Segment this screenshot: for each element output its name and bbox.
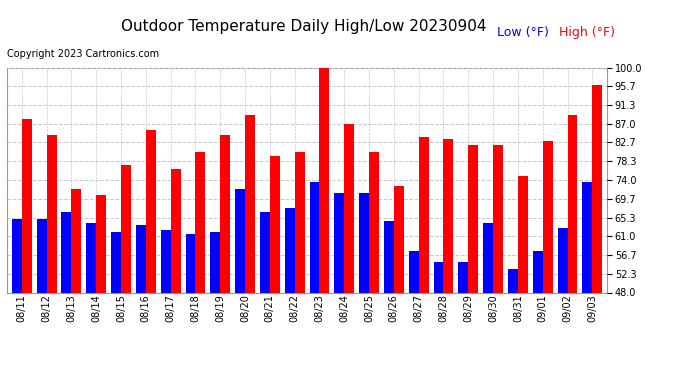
Bar	[344, 124, 354, 292]
Bar	[419, 137, 428, 292]
Bar	[220, 135, 230, 292]
Bar	[146, 130, 156, 292]
Bar	[260, 213, 270, 292]
Bar	[111, 232, 121, 292]
Bar	[270, 156, 279, 292]
Bar	[369, 152, 379, 292]
Bar	[210, 232, 220, 292]
Bar	[161, 230, 170, 292]
Bar	[533, 251, 543, 292]
Bar	[543, 141, 553, 292]
Bar	[71, 189, 81, 292]
Bar	[483, 223, 493, 292]
Bar	[86, 223, 96, 292]
Bar	[319, 68, 329, 292]
Bar	[235, 189, 245, 292]
Bar	[384, 221, 394, 292]
Bar	[567, 115, 578, 292]
Bar	[61, 213, 71, 292]
Bar	[394, 186, 404, 292]
Bar	[121, 165, 131, 292]
Bar	[518, 176, 528, 292]
Bar	[12, 219, 22, 292]
Bar	[335, 193, 344, 292]
Bar	[493, 146, 503, 292]
Bar	[469, 146, 478, 292]
Bar	[582, 182, 592, 292]
Text: Copyright 2023 Cartronics.com: Copyright 2023 Cartronics.com	[7, 49, 159, 59]
Text: High (°F): High (°F)	[559, 26, 615, 39]
Text: Low (°F): Low (°F)	[497, 26, 549, 39]
Bar	[96, 195, 106, 292]
Bar	[592, 85, 602, 292]
Text: Outdoor Temperature Daily High/Low 20230904: Outdoor Temperature Daily High/Low 20230…	[121, 19, 486, 34]
Bar	[295, 152, 304, 292]
Bar	[408, 251, 419, 292]
Bar	[186, 234, 195, 292]
Bar	[558, 228, 567, 292]
Bar	[47, 135, 57, 292]
Bar	[245, 115, 255, 292]
Bar	[22, 119, 32, 292]
Bar	[37, 219, 47, 292]
Bar	[170, 169, 181, 292]
Bar	[508, 269, 518, 292]
Bar	[195, 152, 206, 292]
Bar	[136, 225, 146, 292]
Bar	[458, 262, 469, 292]
Bar	[310, 182, 319, 292]
Bar	[285, 208, 295, 292]
Bar	[444, 139, 453, 292]
Bar	[359, 193, 369, 292]
Bar	[433, 262, 444, 292]
